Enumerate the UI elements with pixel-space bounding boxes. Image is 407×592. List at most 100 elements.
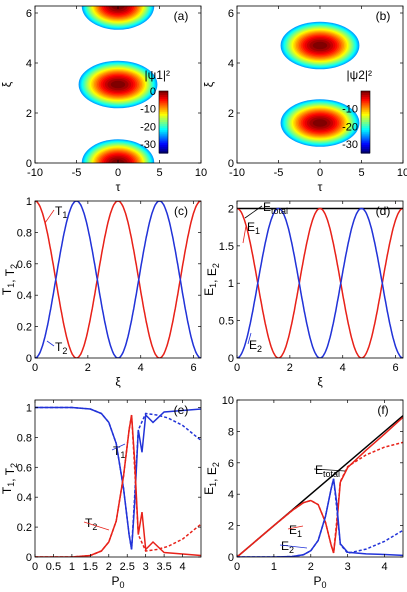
y-tick-label: 0	[26, 552, 32, 564]
y-tick-label: 2	[228, 521, 234, 533]
panel-label: (f)	[377, 403, 388, 417]
colorbar-tick-label: -20	[140, 121, 156, 133]
x-tick-label: 0	[234, 362, 240, 374]
y-tick-label: 2	[26, 108, 32, 120]
plot-area-c	[35, 201, 201, 358]
colorbar-cell	[361, 105, 370, 109]
x-tick-label: 6	[191, 362, 197, 374]
panel-label: (c)	[174, 204, 188, 218]
x-tick-label: 0.5	[46, 561, 61, 573]
x-tick-label: 2	[106, 561, 112, 573]
plot-area-e	[35, 406, 201, 557]
y-axis-label: E1, E2	[202, 263, 221, 296]
y-tick-label: 0.4	[17, 290, 32, 302]
colorbar: 0 -10 -20 -30 |ψ1|²	[140, 68, 170, 154]
colorbar-tick-label: -10	[342, 104, 358, 116]
colorbar-cell	[159, 142, 168, 146]
x-tick-label: 1	[69, 561, 75, 573]
colorbar-cell	[159, 93, 168, 96]
colorbar-label: |ψ1|²	[145, 68, 170, 82]
y-tick-label: 1	[228, 278, 234, 290]
series-line-dashed	[35, 201, 201, 358]
x-tick-label: -10	[229, 167, 245, 179]
series-line	[237, 478, 403, 557]
y-tick-label: 1	[26, 402, 32, 414]
y-axis-label: T1, T2	[0, 463, 19, 494]
colorbar-cell	[361, 99, 370, 102]
colorbar-cell	[159, 146, 168, 150]
panel-label: (b)	[376, 9, 391, 23]
annotation-pointer	[244, 205, 263, 219]
heatmap-a	[35, 6, 201, 163]
colorbar-cell	[159, 107, 168, 111]
x-axis-label: τ	[116, 180, 121, 194]
x-axis-label: ξ	[115, 375, 121, 389]
colorbar-cell	[159, 136, 168, 140]
plot-area-f	[237, 415, 403, 557]
colorbar-cell	[361, 107, 370, 111]
colorbar-label: |ψ2|²	[347, 68, 372, 82]
series-line	[237, 441, 403, 557]
annotation-pointer	[242, 225, 247, 244]
x-tick-label: 5	[156, 167, 162, 179]
colorbar-cell	[361, 117, 370, 121]
y-tick-label: 0.6	[17, 259, 32, 271]
series-annotation: E1	[289, 523, 302, 539]
x-tick-label: 4	[179, 561, 185, 573]
x-tick-label: 0	[115, 167, 121, 179]
y-tick-label: 0.2	[17, 522, 32, 534]
x-tick-label: 10	[195, 167, 207, 179]
heatmap-band	[110, 80, 126, 89]
colorbar-cell	[159, 130, 168, 133]
series-annotation: E1	[247, 220, 260, 236]
colorbar-cell	[361, 119, 370, 123]
series-annotation: Etotal	[263, 200, 288, 216]
colorbar-cell	[159, 140, 168, 144]
x-tick-label: -5	[72, 167, 82, 179]
heatmap-band	[312, 119, 328, 127]
colorbar-cell	[361, 128, 370, 131]
colorbar-cell	[159, 113, 168, 117]
y-tick-label: 0.2	[17, 322, 32, 334]
y-tick-label: 0.4	[17, 492, 32, 504]
series-line	[35, 201, 201, 358]
x-tick-label: 4	[340, 362, 346, 374]
colorbar-cell	[159, 124, 168, 127]
colorbar-cell	[159, 115, 168, 119]
series-line	[237, 207, 403, 358]
colorbar-cell	[159, 111, 168, 115]
colorbar-cell	[159, 119, 168, 123]
y-tick-label: 4	[26, 58, 32, 70]
y-tick-label: 2	[228, 203, 234, 215]
colorbar-cell	[361, 113, 370, 117]
x-tick-label: 2.5	[120, 561, 135, 573]
series-annotation: T1	[113, 444, 125, 460]
x-tick-label: 0	[32, 561, 38, 573]
axes-frame	[236, 399, 404, 558]
x-tick-label: 1.5	[83, 561, 98, 573]
colorbar-cell	[361, 142, 370, 146]
colorbar-cell	[361, 144, 370, 148]
x-tick-label: 4	[138, 362, 144, 374]
colorbar-cell	[361, 130, 370, 133]
series-line	[35, 414, 201, 557]
x-axis-label: τ	[318, 180, 323, 194]
colorbar-cell	[361, 111, 370, 115]
x-tick-label: 0	[32, 362, 38, 374]
y-tick-label: 4	[228, 58, 234, 70]
series-annotation: T1	[55, 204, 67, 220]
series-line	[237, 207, 403, 358]
colorbar-cell	[361, 103, 370, 107]
annotation-pointer	[83, 521, 110, 531]
y-tick-label: 0.6	[17, 462, 32, 474]
x-tick-label: -10	[27, 167, 43, 179]
colorbar-cell	[361, 146, 370, 150]
series-line	[35, 406, 201, 550]
colorbar-cell	[159, 148, 168, 152]
annotation-pointer	[44, 209, 55, 224]
colorbar-cell	[361, 91, 370, 94]
x-tick-label: 0	[234, 561, 240, 573]
axes-frame	[34, 200, 202, 359]
colorbar-cell	[159, 126, 168, 129]
